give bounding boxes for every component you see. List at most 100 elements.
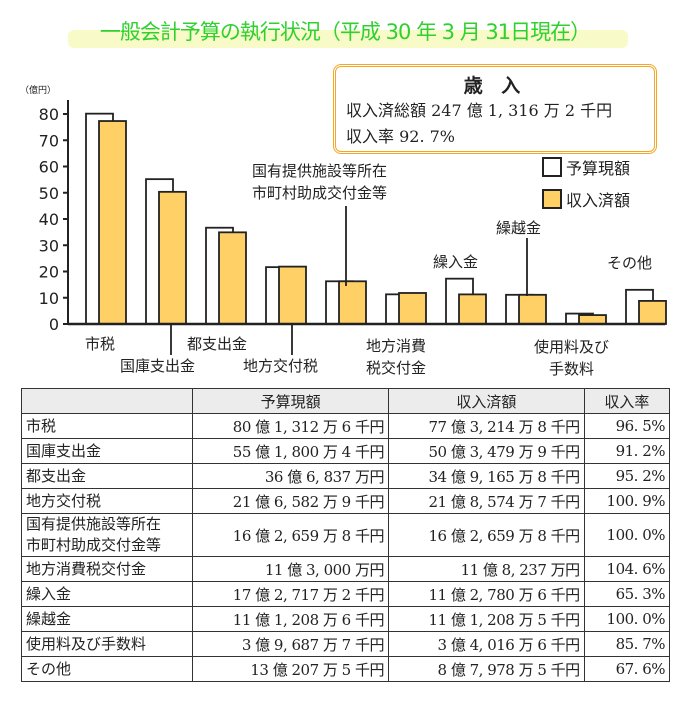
category-label-line: その他 xyxy=(607,254,653,272)
table-cell-value: 50 億 3, 479 万 9 千円 xyxy=(387,438,585,464)
table-row: 繰入金 17 億 2, 717 万 2 千円 11 億 2, 780 万 6 千円 6… xyxy=(20,581,671,607)
category-label: 国有提供施設等所在 市町村助成交付金等 xyxy=(252,160,387,204)
y-tick-label: 50 xyxy=(39,184,59,203)
title-highlight xyxy=(68,30,628,48)
y-tick-label: 80 xyxy=(39,105,59,124)
page-title: 一般会計予算の執行状況（平成 30 年 3 月 31日現在） xyxy=(99,20,591,44)
table-row: 国庫支出金 55 億 1, 800 万 4 千円 50 億 3, 479 万 9 千… xyxy=(20,438,671,464)
table-cell-value: 77 億 3, 214 万 8 千円 xyxy=(387,413,585,439)
table-cell-value: 11 億 8, 237 万円 xyxy=(387,556,585,582)
table-header-row: 予算現額 収入済額 収入率 xyxy=(20,388,671,414)
bar-received xyxy=(158,190,187,325)
table-cell-value: 65. 3% xyxy=(583,581,671,607)
legend-label: 収入済額 xyxy=(566,191,630,210)
table-cell-value: 21 億 6, 582 万 9 千円 xyxy=(192,488,389,514)
table-cell-value: 3 億 9, 687 万 7 千円 xyxy=(192,631,389,657)
summary-heading: 歳 入 xyxy=(463,75,527,97)
category-label-line: 地方消費 xyxy=(366,337,427,355)
category-line: 市町村助成交付金等 xyxy=(26,536,162,554)
table-cell-value: 55 億 1, 800 万 4 千円 xyxy=(192,438,389,464)
bar-received xyxy=(458,293,487,325)
category-label-line: 国有提供施設等所在 xyxy=(252,162,388,180)
table-row: 繰越金 11 億 1, 208 万 6 千円 11 億 1, 208 万 5 千円 1… xyxy=(20,606,671,632)
legend-swatch xyxy=(542,157,562,177)
table-cell-value: 13 億 207 万 5 千円 xyxy=(192,656,389,682)
category-label-line: 地方交付税 xyxy=(243,357,319,375)
category-label-line: 繰入金 xyxy=(433,253,479,271)
category-label-line: 繰越金 xyxy=(496,219,542,237)
table-cell-value: 85. 7% xyxy=(583,631,671,657)
column-header: 収入済額 xyxy=(387,388,585,414)
bar-received xyxy=(338,280,367,325)
budget-table: 予算現額 収入済額 収入率 市税 80 億 1, 312 万 6 千円 77 億 3, … xyxy=(20,388,671,682)
table-cell-value: 11 億 2, 780 万 6 千円 xyxy=(387,581,585,607)
table-cell-value: 11 億 1, 208 万 6 千円 xyxy=(192,606,389,632)
y-tick-label: 20 xyxy=(39,263,59,282)
bar-received xyxy=(518,293,547,325)
bar-received xyxy=(278,265,307,325)
table-cell-value: 16 億 2, 659 万 8 千円 xyxy=(387,513,585,557)
bar-received xyxy=(398,292,427,325)
table-row: 地方消費税交付金 11 億 3, 000 万円 11 億 8, 237 万円 104.… xyxy=(20,556,671,582)
legend-label: 予算現額 xyxy=(566,159,630,178)
y-tick-label: 30 xyxy=(39,236,59,255)
revenue-summary-box: 歳 入 収入済総額 247 億 1, 316 万 2 千円 収入率 92. 7% xyxy=(333,64,657,154)
table-cell-value: 36 億 6, 837 万円 xyxy=(192,463,389,489)
table-row: その他 13 億 207 万 5 千円 8 億 7, 978 万 5 千円 67. 6… xyxy=(20,656,671,682)
category-label-line: 手数料 xyxy=(549,360,595,378)
table-row: 使用料及び手数料 3 億 9, 687 万 7 千円 3 億 4, 016 万 6 … xyxy=(20,631,671,657)
category-label: 地方消費 税交付金 xyxy=(366,335,426,379)
table-cell-value: 11 億 3, 000 万円 xyxy=(192,556,389,582)
y-tick-label: 70 xyxy=(39,131,59,150)
table-cell-category: 地方消費税交付金 xyxy=(20,556,194,582)
table-cell-value: 80 億 1, 312 万 6 千円 xyxy=(192,413,389,439)
table-cell-value: 67. 6% xyxy=(583,656,671,682)
y-axis-unit: （億円） xyxy=(20,84,56,96)
category-label-line: 市町村助成交付金等 xyxy=(252,184,388,202)
table-cell-value: 95. 2% xyxy=(583,463,671,489)
table-cell-value: 91. 2% xyxy=(583,438,671,464)
bar-received xyxy=(218,231,247,325)
table-cell-category: 地方交付税 xyxy=(20,488,194,514)
y-tick-label: 0 xyxy=(49,315,59,334)
category-label: 繰越金 xyxy=(496,217,541,239)
table-cell-value: 16 億 2, 659 万 8 千円 xyxy=(192,513,389,557)
table-cell-value: 100. 0% xyxy=(583,513,671,557)
table-cell-value: 100. 0% xyxy=(583,606,671,632)
table-cell-value: 3 億 4, 016 万 6 千円 xyxy=(387,631,585,657)
bar-received xyxy=(578,314,607,325)
category-label-line: 都支出金 xyxy=(187,335,248,353)
table-cell-category: 繰越金 xyxy=(20,606,194,632)
category-label: その他 xyxy=(607,252,652,274)
category-label-line: 税交付金 xyxy=(366,359,427,377)
bar-received xyxy=(98,120,127,325)
y-tick-label: 60 xyxy=(39,158,59,177)
category-line: 国有提供施設等所在 xyxy=(26,515,162,533)
table-row: 市税 80 億 1, 312 万 6 千円 77 億 3, 214 万 8 千円 96… xyxy=(20,413,671,439)
table-cell-category: 市税 xyxy=(20,413,194,439)
summary-total: 収入済総額 247 億 1, 316 万 2 千円 xyxy=(346,101,613,120)
table-cell-category: 都支出金 xyxy=(20,463,194,489)
column-header: 収入率 xyxy=(583,388,671,414)
y-tick-label: 40 xyxy=(39,210,59,229)
column-header: 予算現額 xyxy=(192,388,389,414)
table-cell-value: 34 億 9, 165 万 8 千円 xyxy=(387,463,585,489)
table-cell-category: 国有提供施設等所在 市町村助成交付金等 xyxy=(20,513,194,557)
table-cell-value: 104. 6% xyxy=(583,556,671,582)
table-cell-value: 11 億 1, 208 万 5 千円 xyxy=(387,606,585,632)
table-cell-value: 17 億 2, 717 万 2 千円 xyxy=(192,581,389,607)
category-label: 都支出金 xyxy=(187,333,247,355)
table-cell-value: 96. 5% xyxy=(583,413,671,439)
bar-received xyxy=(638,299,667,325)
category-label: 市税 xyxy=(85,333,115,355)
category-label-line: 使用料及び xyxy=(534,338,610,356)
category-label: 地方交付税 xyxy=(243,355,318,377)
category-label-line: 市税 xyxy=(85,335,116,353)
category-label: 使用料及び 手数料 xyxy=(534,336,609,380)
table-cell-value: 100. 9% xyxy=(583,488,671,514)
table-cell-category: その他 xyxy=(20,656,194,682)
y-tick-label: 10 xyxy=(39,289,59,308)
category-label-line: 国庫支出金 xyxy=(120,357,196,375)
table-cell-value: 21 億 8, 574 万 7 千円 xyxy=(387,488,585,514)
